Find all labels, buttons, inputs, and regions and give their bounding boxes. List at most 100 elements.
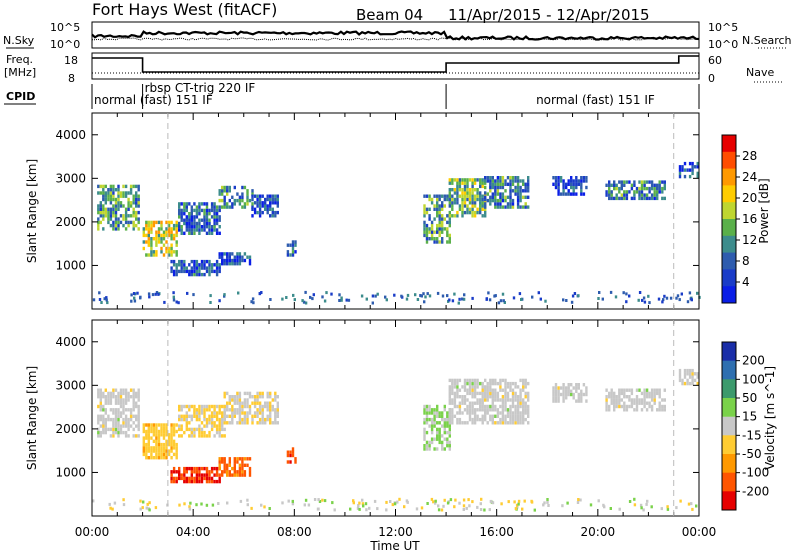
data-cell: [195, 208, 199, 213]
data-cell: [691, 161, 694, 166]
data-cell: [448, 411, 451, 415]
data-cell: [205, 470, 209, 474]
data-cell: [559, 179, 563, 183]
data-cell: [645, 193, 649, 197]
data-cell: [172, 452, 176, 457]
data-cell: [479, 404, 482, 409]
data-cell: [473, 378, 477, 383]
data-cell: [557, 392, 560, 397]
data-cell: [233, 457, 236, 461]
data-cell: [436, 414, 439, 418]
data-cell: [446, 220, 449, 225]
data-cell: [99, 408, 102, 412]
data-cell: [565, 389, 568, 393]
data-cell: [157, 446, 161, 450]
data-cell: [567, 182, 570, 186]
data-cell: [175, 300, 178, 304]
data-cell: [638, 186, 641, 191]
data-cell: [114, 414, 118, 418]
data-cell: [274, 210, 277, 215]
data-cell: [304, 498, 308, 502]
data-cell: [178, 208, 181, 213]
data-cell: [218, 473, 221, 477]
data-cell: [203, 417, 206, 422]
data-cell: [119, 204, 123, 208]
data-cell: [119, 220, 123, 225]
data-cell: [122, 388, 125, 392]
data-cell: [361, 502, 365, 506]
data-cell: [243, 411, 247, 415]
data-cell: [494, 182, 497, 186]
xtick-label: 12:00: [378, 525, 413, 539]
data-cell: [453, 505, 456, 509]
data-cell: [198, 404, 201, 409]
data-cell: [157, 452, 161, 457]
data-cell: [205, 208, 209, 213]
data-cell: [127, 421, 130, 425]
data-cell: [416, 298, 420, 301]
data-cell: [175, 476, 178, 481]
data-cell: [205, 202, 209, 206]
data-cell: [104, 417, 107, 422]
data-cell: [425, 230, 429, 234]
data-cell: [172, 298, 176, 302]
data-cell: [205, 479, 209, 484]
freq-frame: [91, 52, 700, 80]
data-cell: [456, 391, 459, 396]
data-cell: [97, 414, 100, 418]
data-cell: [122, 421, 125, 425]
data-cell: [489, 408, 492, 412]
data-cell: [522, 381, 525, 386]
data-cell: [135, 197, 138, 202]
data-cell: [453, 391, 457, 396]
data-cell: [97, 430, 100, 435]
data-cell: [557, 185, 560, 190]
data-cell: [491, 417, 494, 422]
power-mode-lines: [167, 113, 675, 309]
data-cell: [598, 291, 601, 294]
data-cell: [162, 230, 166, 234]
data-cell: [271, 194, 274, 198]
data-cell: [109, 210, 113, 215]
data-cell: [494, 398, 497, 402]
data-cell: [241, 258, 244, 263]
data-cell: [630, 401, 634, 405]
data-cell: [494, 195, 497, 199]
data-cell: [178, 263, 181, 267]
data-cell: [112, 214, 115, 218]
data-cell: [663, 180, 666, 184]
data-cell: [688, 372, 692, 376]
data-cell: [294, 460, 297, 464]
data-cell: [137, 414, 140, 418]
data-cell: [190, 221, 193, 226]
data-cell: [466, 421, 469, 425]
data-cell: [167, 250, 171, 254]
data-cell: [177, 301, 180, 305]
data-cell: [213, 466, 216, 471]
data-cell: [441, 424, 444, 428]
data-cell: [180, 266, 183, 270]
data-cell: [248, 404, 252, 409]
data-cell: [246, 411, 249, 415]
data-cell: [113, 501, 117, 505]
data-cell: [425, 210, 429, 215]
data-cell: [264, 201, 267, 205]
data-cell: [458, 297, 461, 301]
data-cell: [147, 220, 150, 225]
data-cell: [456, 191, 459, 195]
data-cell: [484, 176, 487, 180]
data-cell: [514, 417, 517, 422]
data-cell: [491, 408, 494, 412]
data-cell: [236, 408, 239, 412]
data-cell: [321, 498, 324, 502]
data-cell: [527, 182, 530, 186]
data-cell: [458, 408, 462, 412]
data-cell: [218, 463, 221, 467]
data-cell: [243, 258, 247, 263]
data-cell: [107, 191, 110, 195]
data-cell: [456, 184, 459, 189]
data-cell: [496, 185, 500, 190]
data-cell: [653, 186, 656, 191]
data-cell: [448, 194, 451, 198]
data-cell: [209, 294, 212, 298]
